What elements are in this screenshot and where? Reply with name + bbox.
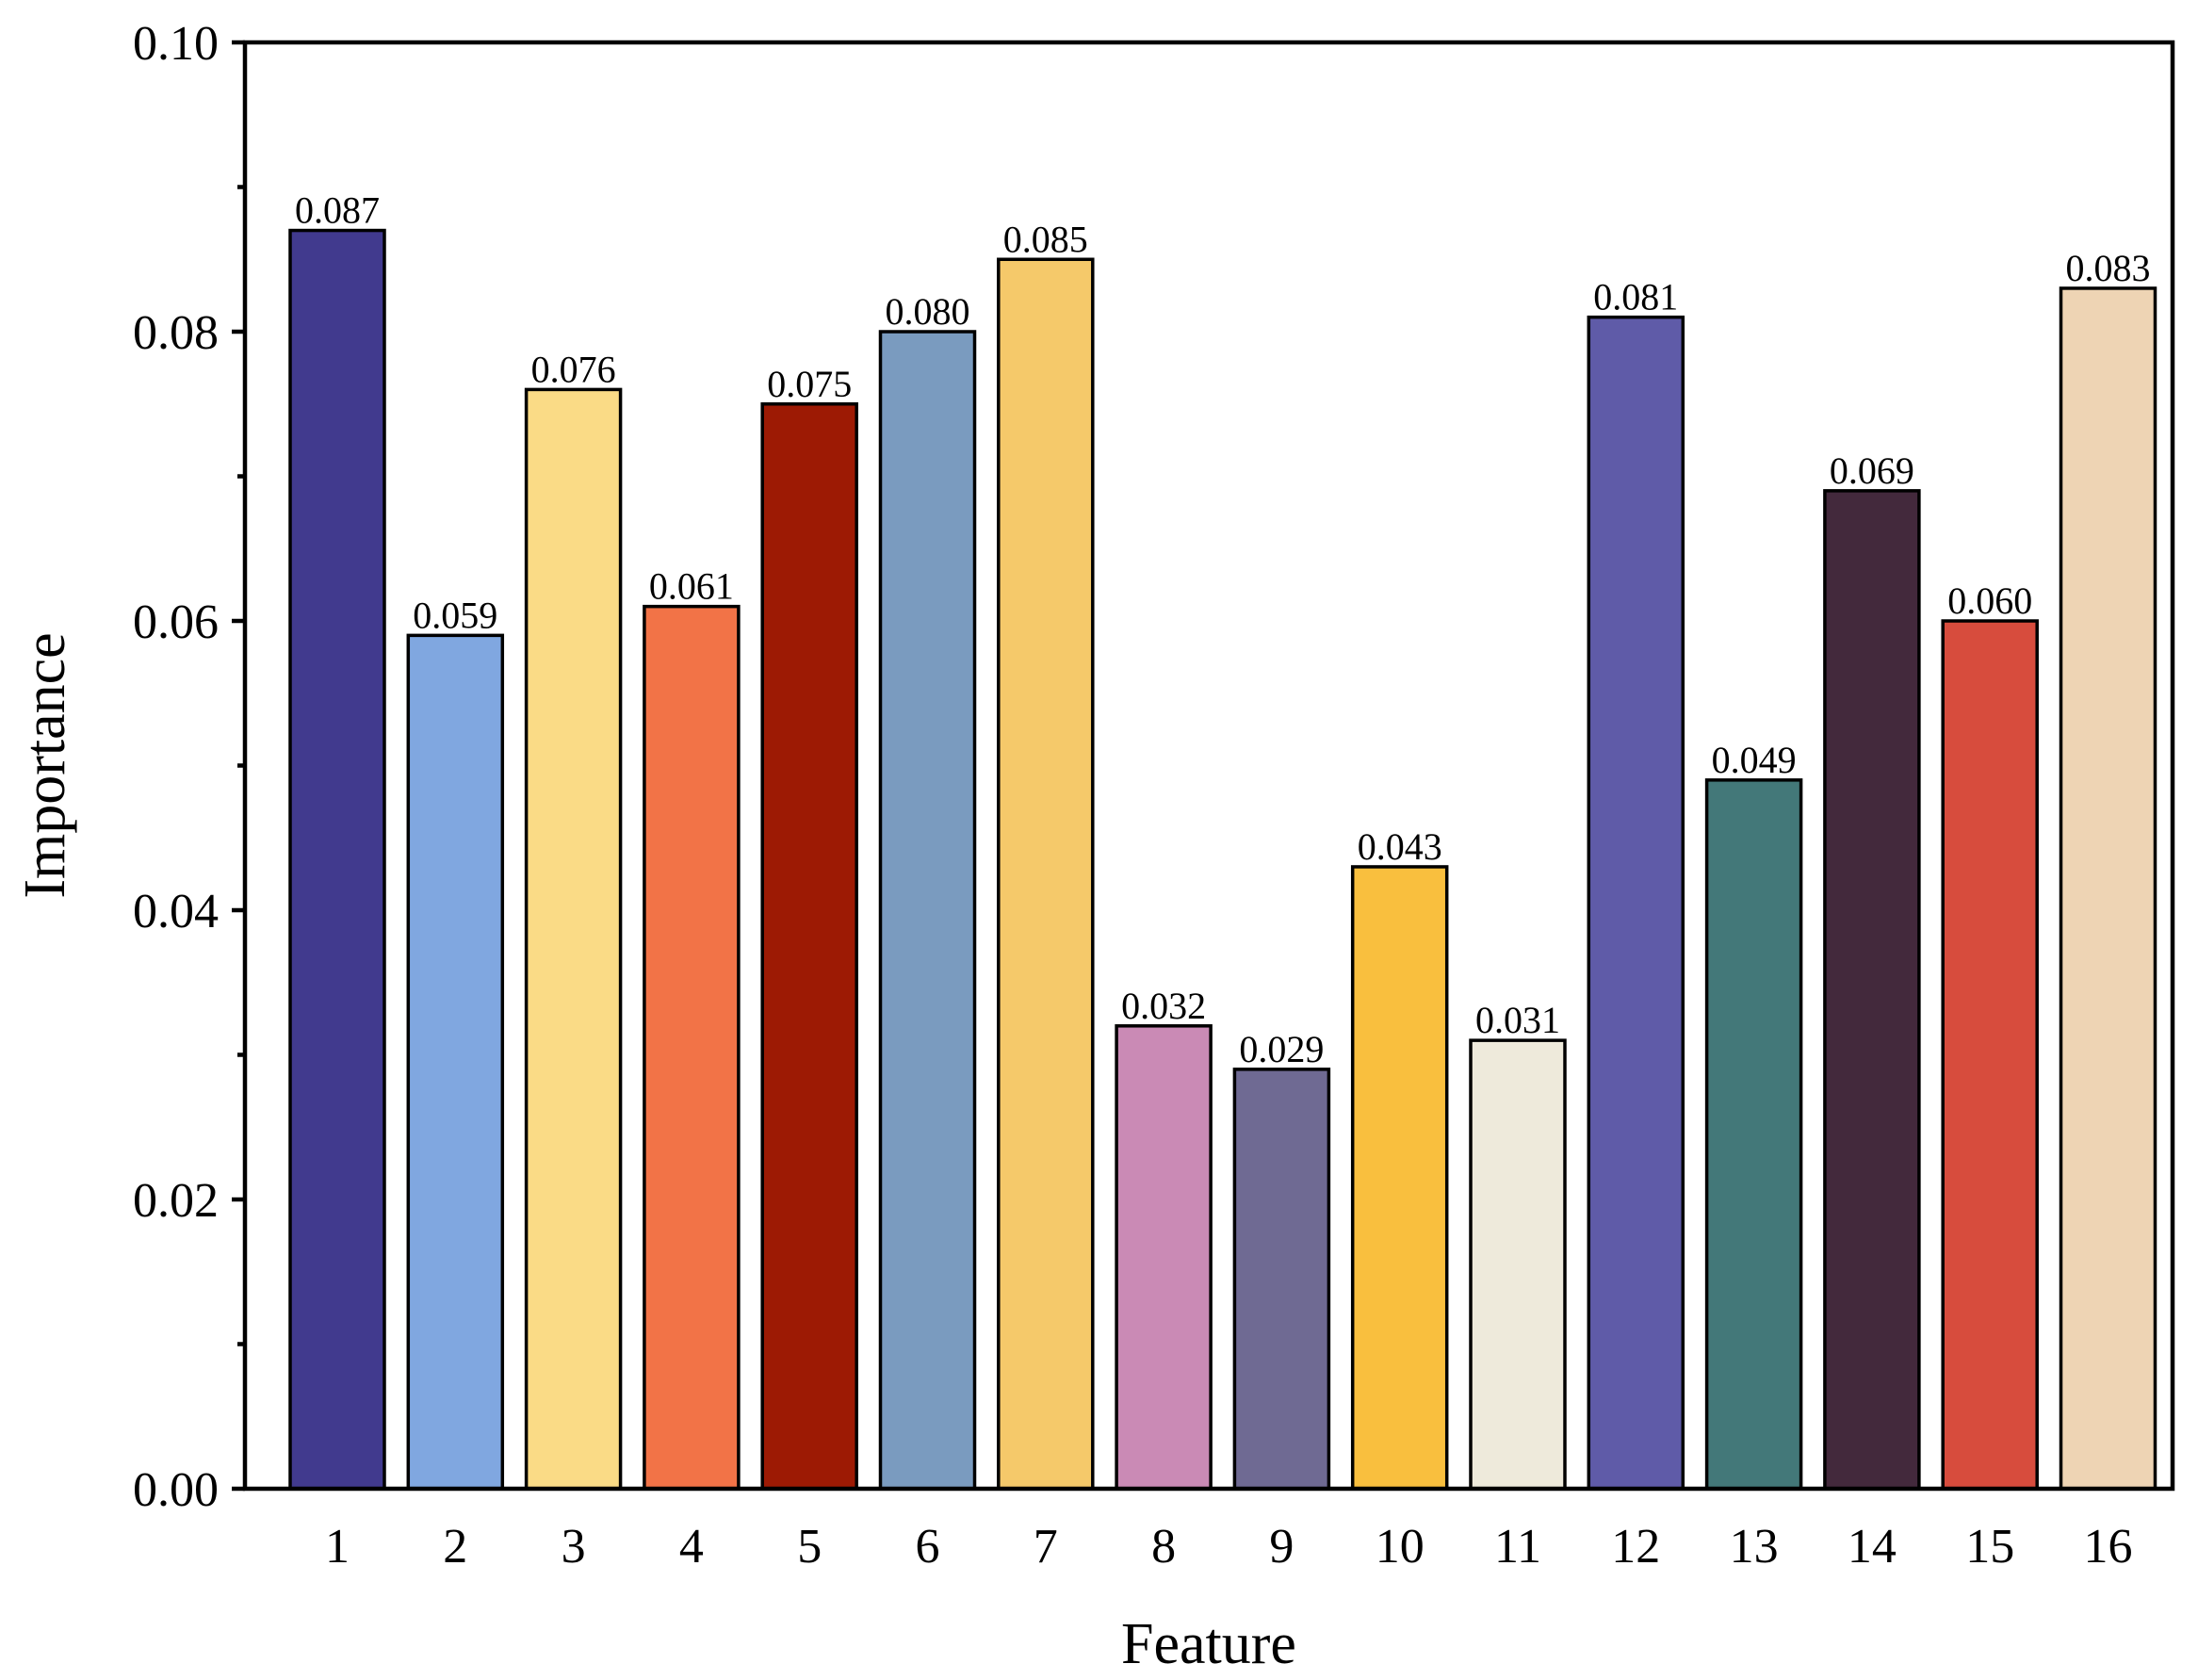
plot-frame xyxy=(242,40,2175,1492)
bar-9 xyxy=(1232,1068,1331,1491)
y-axis-title: Importance xyxy=(13,632,77,898)
bar-value-label-13: 0.049 xyxy=(1712,739,1797,781)
x-tick-label-1: 1 xyxy=(325,1520,350,1574)
bar-5 xyxy=(760,402,858,1491)
x-tick-label-14: 14 xyxy=(1848,1520,1897,1574)
bar-value-label-11: 0.031 xyxy=(1475,999,1560,1041)
x-tick-label-11: 11 xyxy=(1494,1520,1541,1574)
bar-value-label-3: 0.076 xyxy=(531,348,616,390)
bar-value-label-12: 0.081 xyxy=(1593,276,1678,318)
bar-16 xyxy=(2059,286,2157,1491)
bar-value-label-4: 0.061 xyxy=(649,565,734,608)
bar-value-label-7: 0.085 xyxy=(1003,218,1088,260)
x-tick-label-13: 13 xyxy=(1730,1520,1779,1574)
y-tick-label-0.02: 0.02 xyxy=(133,1174,219,1228)
bar-1 xyxy=(288,228,386,1491)
bar-4 xyxy=(643,604,741,1491)
x-tick-label-4: 4 xyxy=(679,1520,704,1574)
bar-value-label-5: 0.075 xyxy=(767,363,852,405)
bar-10 xyxy=(1350,865,1449,1491)
bar-series xyxy=(288,228,2157,1491)
bar-13 xyxy=(1704,778,1803,1491)
y-tick-label-0.04: 0.04 xyxy=(133,885,219,938)
x-tick-label-10: 10 xyxy=(1376,1520,1425,1574)
bar-2 xyxy=(406,633,505,1491)
x-tick-label-8: 8 xyxy=(1151,1520,1176,1574)
y-tick-label-0.08: 0.08 xyxy=(133,306,219,360)
bar-value-label-14: 0.069 xyxy=(1830,449,1914,492)
bar-value-labels: 0.087 0.059 0.076 0.061 0.075 0.080 0.085 0.032… xyxy=(295,189,2151,1070)
x-tick-label-5: 5 xyxy=(797,1520,822,1574)
x-tick-label-2: 2 xyxy=(443,1520,467,1574)
bar-value-label-8: 0.032 xyxy=(1121,985,1206,1027)
x-tick-label-3: 3 xyxy=(562,1520,586,1574)
x-axis-ticks: 1 2 3 4 5 6 7 8 9 10 11 12 13 14 15 16 xyxy=(325,1520,2133,1574)
y-tick-label-0.00: 0.00 xyxy=(133,1463,219,1517)
bar-value-label-9: 0.029 xyxy=(1239,1028,1324,1070)
y-axis-ticks: 0.00 0.02 0.04 0.06 0.08 0.10 xyxy=(133,17,245,1517)
x-axis-title: Feature xyxy=(1121,1612,1296,1676)
bar-value-label-15: 0.060 xyxy=(1947,579,2032,622)
x-tick-label-12: 12 xyxy=(1611,1520,1660,1574)
x-tick-label-7: 7 xyxy=(1034,1520,1058,1574)
bar-value-label-2: 0.059 xyxy=(413,594,497,636)
x-tick-label-6: 6 xyxy=(916,1520,940,1574)
bar-value-label-1: 0.087 xyxy=(295,189,380,232)
bar-11 xyxy=(1469,1038,1567,1491)
bar-14 xyxy=(1823,489,1921,1491)
bar-6 xyxy=(878,330,977,1491)
x-tick-label-9: 9 xyxy=(1269,1520,1294,1574)
bar-15 xyxy=(1941,619,2039,1491)
x-tick-label-16: 16 xyxy=(2084,1520,2133,1574)
bar-3 xyxy=(524,387,623,1491)
bar-12 xyxy=(1587,315,1685,1491)
bar-value-label-16: 0.083 xyxy=(2066,247,2151,289)
y-tick-label-0.06: 0.06 xyxy=(133,595,219,649)
bar-8 xyxy=(1115,1024,1213,1491)
bar-value-label-10: 0.043 xyxy=(1358,825,1442,868)
bar-7 xyxy=(997,257,1095,1491)
x-tick-label-15: 15 xyxy=(1965,1520,2014,1574)
y-tick-label-0.10: 0.10 xyxy=(133,17,219,71)
bar-value-label-6: 0.080 xyxy=(886,290,970,333)
